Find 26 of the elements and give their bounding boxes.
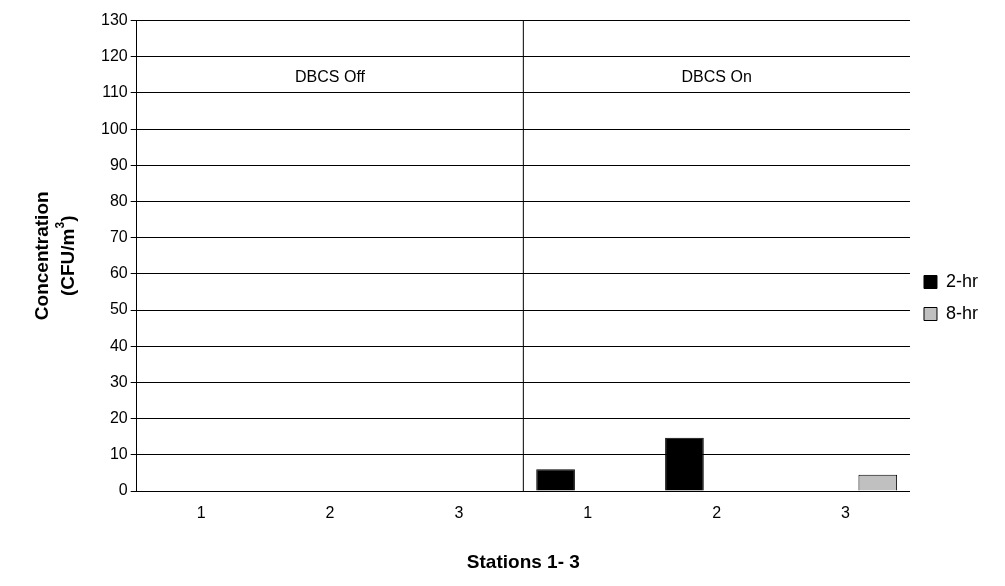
- y-tick-label: 110: [102, 83, 128, 101]
- y-tick-label: 100: [100, 119, 128, 137]
- y-tick-label: 60: [109, 264, 128, 282]
- y-tick-label: 0: [118, 481, 128, 499]
- x-tick-label: 2: [325, 504, 335, 522]
- y-tick-label: 10: [109, 445, 128, 463]
- x-tick-label: 3: [841, 504, 851, 522]
- y-tick-label: 70: [109, 228, 128, 246]
- bar: [536, 469, 575, 491]
- y-tick-label: 30: [109, 372, 128, 390]
- legend-label: 8-hr: [945, 302, 979, 323]
- y-tick-label: 20: [109, 409, 128, 427]
- x-tick-label: 3: [454, 504, 464, 522]
- annotation: DBCS On: [681, 68, 752, 86]
- y-tick-label: 80: [109, 191, 128, 209]
- y-tick-label: 90: [109, 155, 128, 173]
- x-axis-title: Stations 1- 3: [466, 550, 580, 572]
- annotation: DBCS Off: [295, 68, 366, 86]
- x-tick-label: 2: [712, 504, 722, 522]
- legend-label: 2-hr: [945, 270, 979, 291]
- x-tick-label: 1: [583, 504, 593, 522]
- x-tick-label: 1: [196, 504, 206, 522]
- y-tick-label: 120: [100, 47, 128, 65]
- y-tick-label: 40: [109, 336, 128, 354]
- y-tick-label: 130: [100, 11, 128, 29]
- y-tick-label: 50: [109, 300, 128, 318]
